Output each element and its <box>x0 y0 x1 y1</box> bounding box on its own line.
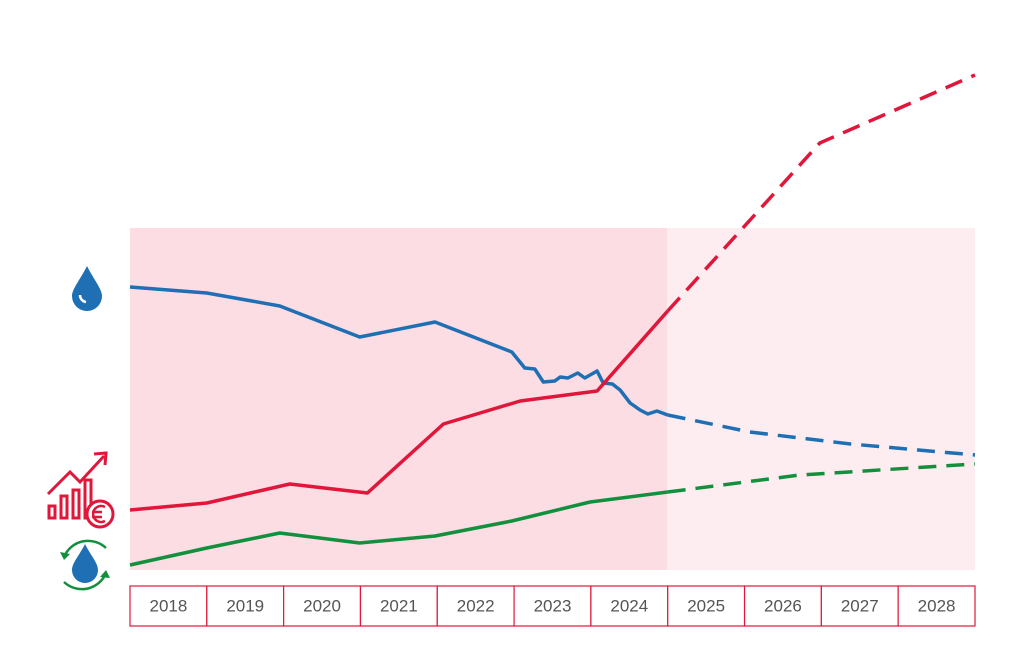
cost-icon <box>46 451 115 529</box>
x-tick-label: 2023 <box>534 596 572 615</box>
x-tick-label: 2019 <box>226 596 264 615</box>
year-box <box>129 585 208 627</box>
x-tick-label: 2026 <box>764 596 802 615</box>
recycle-icon <box>60 539 110 591</box>
year-box <box>743 585 822 627</box>
history-band <box>130 228 667 570</box>
year-box <box>513 585 592 627</box>
year-box <box>590 585 669 627</box>
forecast-line <box>667 413 976 457</box>
x-tick-label: 2022 <box>457 596 495 615</box>
x-tick-label: 2028 <box>918 596 956 615</box>
forecast-line <box>667 462 976 494</box>
x-tick-label: 2018 <box>149 596 187 615</box>
history-line <box>129 309 670 512</box>
year-box <box>897 585 976 627</box>
x-tick-label: 2024 <box>610 596 648 615</box>
year-box <box>436 585 515 627</box>
history-line <box>129 490 668 567</box>
forecast-band <box>667 228 975 570</box>
x-tick-label: 2021 <box>380 596 418 615</box>
x-tick-label: 2027 <box>841 596 879 615</box>
x-tick-label: 2025 <box>687 596 725 615</box>
year-box <box>359 585 438 627</box>
year-box <box>667 585 746 627</box>
x-tick-label: 2020 <box>303 596 341 615</box>
year-box <box>206 585 285 627</box>
history-line <box>129 285 669 417</box>
water-icon <box>72 266 102 311</box>
forecast-line <box>666 73 976 313</box>
